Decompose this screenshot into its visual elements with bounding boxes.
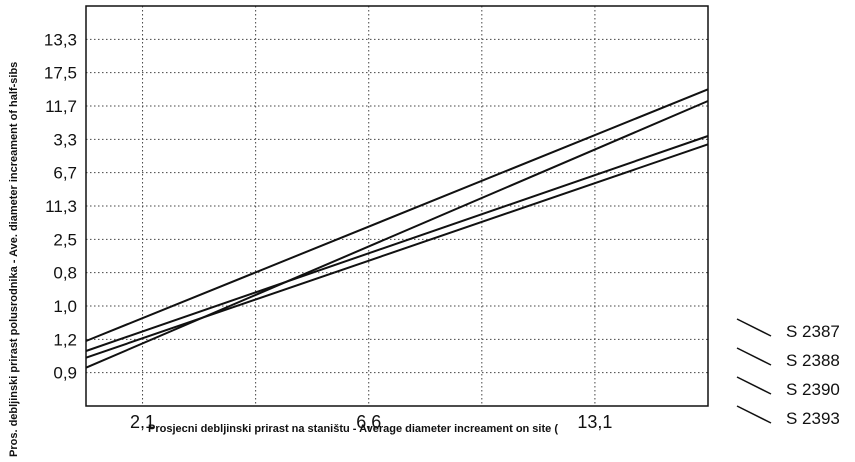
y-tick-label: 0,8 xyxy=(53,264,77,283)
y-tick-label: 13,3 xyxy=(44,30,77,49)
legend-label: S 2387 xyxy=(786,322,840,341)
y-tick-label: 11,7 xyxy=(45,97,77,116)
y-tick-label: 1,2 xyxy=(53,330,77,349)
series-line xyxy=(85,143,709,359)
legend-swatch xyxy=(736,347,772,366)
legend-swatch xyxy=(736,318,772,337)
y-tick-label: 6,7 xyxy=(53,164,77,183)
y-tick-label: 2,5 xyxy=(53,230,77,249)
series-line xyxy=(85,100,709,369)
legend-label: S 2393 xyxy=(786,409,840,428)
legend-label: S 2390 xyxy=(786,380,840,399)
legend-label: S 2388 xyxy=(786,351,840,370)
x-tick-label: 6,6 xyxy=(356,412,381,432)
legend-swatch xyxy=(736,376,772,395)
grid xyxy=(86,6,708,406)
legend-swatch xyxy=(736,405,772,424)
x-tick-label: 13,1 xyxy=(577,412,612,432)
x-tick-labels: 2,1 6,6 13,1 xyxy=(130,412,612,432)
y-tick-labels: 13,3 17,5 11,7 3,3 6,7 11,3 2,5 0,8 1,0 1,2 0,9 xyxy=(44,30,77,382)
y-axis-title: Pros. debljinski prirast polusrodnika - … xyxy=(8,62,20,457)
y-tick-label: 17,5 xyxy=(44,64,77,83)
x-tick-label: 2,1 xyxy=(130,412,155,432)
x-axis-title: Prosjecni debljinski prirast na staništu… xyxy=(148,423,558,435)
y-tick-label: 11,3 xyxy=(45,197,77,216)
y-tick-label: 1,0 xyxy=(53,297,77,316)
series-lines xyxy=(85,88,709,369)
plot-background xyxy=(86,6,708,406)
series-line xyxy=(85,135,709,352)
legend: S 2387 S 2388 S 2390 S 2393 xyxy=(736,318,840,428)
plot-frame xyxy=(85,5,709,407)
y-tick-label: 0,9 xyxy=(53,364,77,383)
series-line xyxy=(85,88,709,342)
y-tick-label: 3,3 xyxy=(53,130,77,149)
